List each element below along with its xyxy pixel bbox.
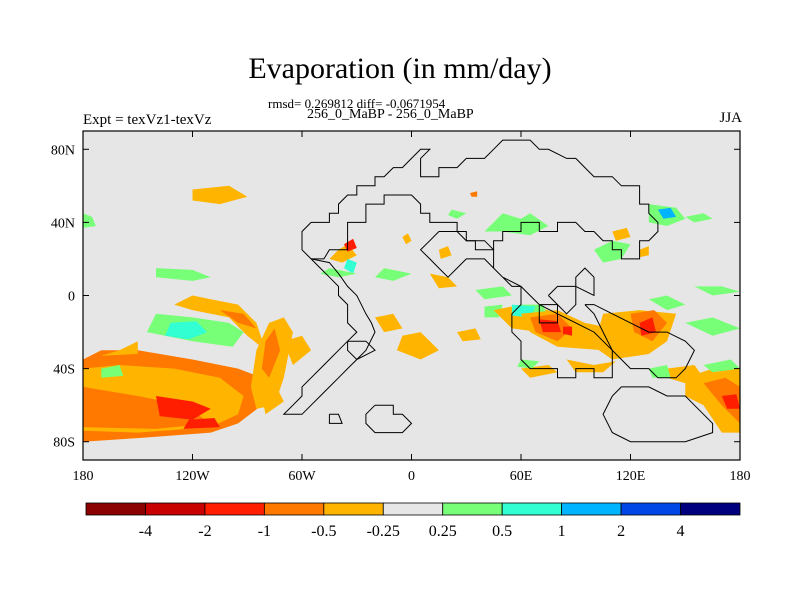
colorbar-label: 0.25 [429, 523, 457, 540]
contour-region [438, 246, 452, 259]
contour-region [156, 268, 211, 281]
contour-region [448, 209, 467, 219]
contour-region [375, 268, 412, 281]
coastline [538, 304, 558, 324]
x-tick-label: 60W [288, 469, 316, 484]
y-tick-label: 40N [51, 216, 75, 231]
experiment-label: Expt = texVz1-texVz [83, 112, 212, 128]
contour-region [396, 332, 439, 360]
x-tick-label: 120W [175, 469, 210, 484]
colorbar-label: 4 [677, 523, 685, 540]
contour-region [283, 335, 312, 365]
y-tick-label: 40S [53, 363, 75, 378]
coastline [602, 386, 714, 443]
contour-region [261, 386, 284, 415]
coastline [575, 267, 595, 297]
contour-region [83, 213, 96, 228]
contour-region [83, 386, 211, 429]
contour-region [165, 321, 208, 340]
coastline [419, 231, 613, 379]
coastline [328, 413, 343, 424]
contour-region [685, 317, 740, 336]
contour-region [703, 359, 740, 373]
colorbar-swatch [85, 502, 146, 516]
coastline [365, 404, 413, 434]
colorbar-swatch [501, 502, 563, 516]
coastline [301, 139, 659, 260]
contour-region [320, 268, 357, 278]
contour-region [469, 191, 478, 197]
colorbar-swatch [382, 502, 444, 516]
colorbar-swatch [680, 502, 741, 516]
y-tick-label: 0 [68, 290, 75, 305]
colorbar-swatch [620, 502, 681, 516]
colorbar-label: 2 [617, 523, 625, 540]
colorbar-swatch [442, 502, 503, 516]
contour-region [183, 418, 220, 429]
contour-region [721, 394, 740, 409]
colorbar-label: -1 [258, 523, 271, 540]
x-tick-label: 0 [408, 469, 415, 484]
x-tick-label: 120E [616, 469, 646, 484]
x-tick-label: 180 [730, 469, 751, 484]
contour-region [375, 313, 403, 333]
chart-title: Evaporation (in mm/day) [248, 52, 552, 85]
contour-region [657, 207, 677, 219]
coastline [584, 304, 696, 379]
contour-region [457, 328, 481, 342]
contour-region [694, 286, 740, 296]
contour-region [703, 377, 740, 424]
colorbar-swatch [561, 502, 622, 516]
contour-region [639, 317, 656, 336]
contour-region [484, 213, 549, 236]
contour-region [219, 310, 257, 329]
stats-subtitle: rmsd= 0.269812 diff= -0.0671954 [268, 96, 446, 111]
y-tick-label: 80N [51, 143, 75, 158]
colorbar-swatch [204, 502, 265, 516]
contour-region [156, 396, 211, 420]
contour-region [685, 213, 713, 223]
colorbar-label: -4 [139, 523, 152, 540]
colorbar-label: 1 [558, 523, 566, 540]
contour-region [174, 295, 266, 351]
colorbar-label: -0.5 [311, 523, 336, 540]
colorbar-label: 0.5 [492, 523, 512, 540]
colorbar-label: -0.25 [367, 523, 400, 540]
contour-region [101, 341, 138, 356]
x-tick-label: 60E [510, 469, 533, 484]
contour-region [101, 365, 124, 378]
x-tick-label: 180 [73, 469, 94, 484]
contour-region [429, 273, 458, 289]
x-axis-ticks: 180 120W 60W 0 60E 120E 180 [73, 131, 751, 484]
colorbar-swatch [323, 502, 384, 516]
contour-region [261, 328, 281, 378]
contour-region [192, 185, 248, 205]
coastline [347, 340, 376, 361]
contour-region [402, 233, 412, 245]
y-axis-ticks: 80N 40N 0 40S 80S [51, 143, 740, 451]
colorbar-label: -2 [198, 523, 211, 540]
coastlines [282, 139, 714, 443]
y-tick-label: 80S [53, 436, 75, 451]
contour-region [563, 326, 573, 336]
colorbar-swatch [263, 502, 325, 516]
contour-region [648, 295, 686, 311]
contour-region [639, 246, 649, 258]
season-label: JJA [719, 110, 742, 126]
contour-region [344, 258, 357, 274]
colorbar: -4 -2 -1 -0.5 -0.25 0.25 0.5 1 2 4 [85, 502, 741, 540]
run-label: 256_0_MaBP - 256_0_MaBP [307, 107, 474, 122]
contour-region [475, 286, 512, 300]
contour-region [612, 227, 631, 241]
coastline [282, 258, 376, 415]
colorbar-swatch [145, 502, 206, 516]
